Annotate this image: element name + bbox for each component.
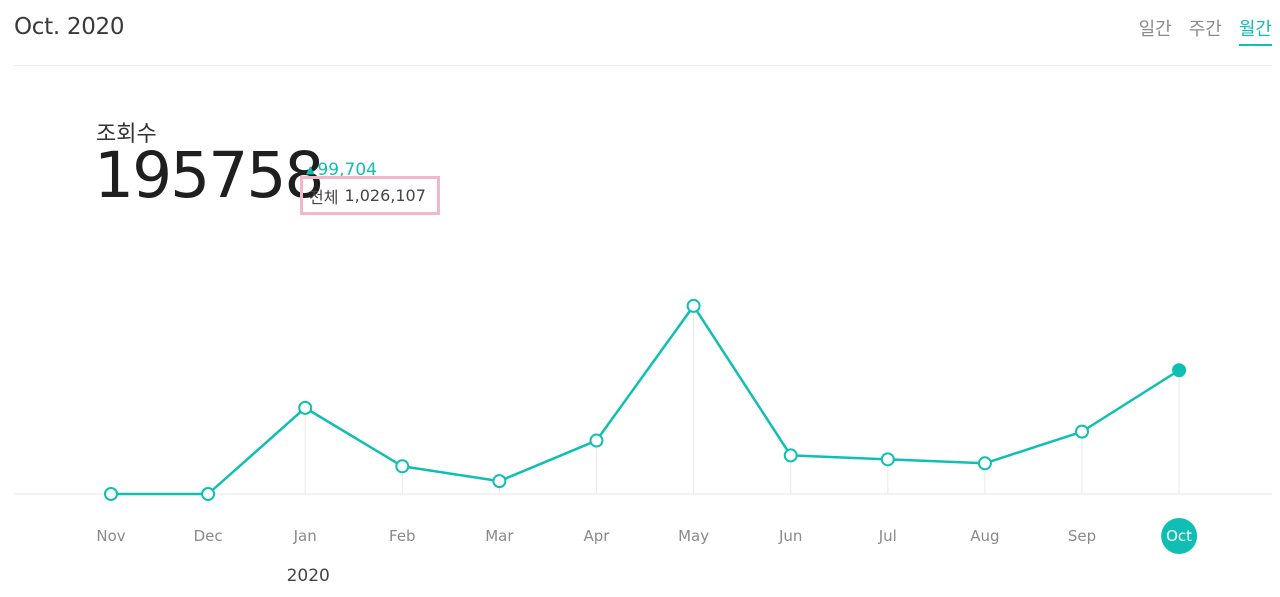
data-point xyxy=(492,474,507,489)
x-tick-label: Sep xyxy=(1068,527,1096,545)
data-point xyxy=(1075,424,1089,439)
x-tick-label: Jul xyxy=(878,527,897,545)
selected-month-badge xyxy=(1161,518,1198,554)
data-point xyxy=(783,448,798,463)
x-tick-label: Jan xyxy=(293,527,317,545)
x-tick-label: Feb xyxy=(389,527,416,545)
x-tick-label: Dec xyxy=(194,527,223,545)
data-point-selected xyxy=(1172,363,1187,378)
total-label: 전체 xyxy=(309,187,339,207)
delta-indicator: ▲ 99,704 xyxy=(306,160,377,180)
x-tick-label: Mar xyxy=(485,527,514,545)
delta-value: 99,704 xyxy=(317,160,377,180)
data-point xyxy=(201,487,216,501)
data-point xyxy=(977,456,992,471)
data-point xyxy=(395,459,410,474)
tab-daily[interactable]: 일간 xyxy=(1138,19,1172,40)
x-tick-label: Apr xyxy=(584,527,611,545)
year-label: 2020 xyxy=(287,566,330,586)
data-point xyxy=(298,400,313,415)
series-line xyxy=(111,304,1180,496)
tab-weekly[interactable]: 주간 xyxy=(1188,19,1222,40)
metric-value: 195758 xyxy=(94,139,324,212)
x-tick-label: Aug xyxy=(970,527,999,545)
period-tabs: 일간 주간 월간 xyxy=(1139,15,1272,46)
x-tick-label: Nov xyxy=(96,527,125,545)
x-tick-label: Jun xyxy=(778,527,802,545)
tab-monthly[interactable]: 월간 xyxy=(1238,15,1272,46)
metric-label: 조회수 xyxy=(96,122,157,147)
triangle-up-icon: ▲ xyxy=(306,163,315,176)
data-point xyxy=(880,452,895,467)
x-tick-label: Oct xyxy=(1166,527,1192,545)
header-divider xyxy=(14,65,1272,66)
data-point xyxy=(686,298,701,313)
total-value: 1,026,107 xyxy=(344,186,426,205)
data-point xyxy=(104,487,118,501)
total-views-box: 전체 1,026,107 xyxy=(300,176,440,215)
data-point xyxy=(589,433,604,448)
page-title: Oct. 2020 xyxy=(14,14,125,40)
x-tick-label: May xyxy=(678,527,709,545)
